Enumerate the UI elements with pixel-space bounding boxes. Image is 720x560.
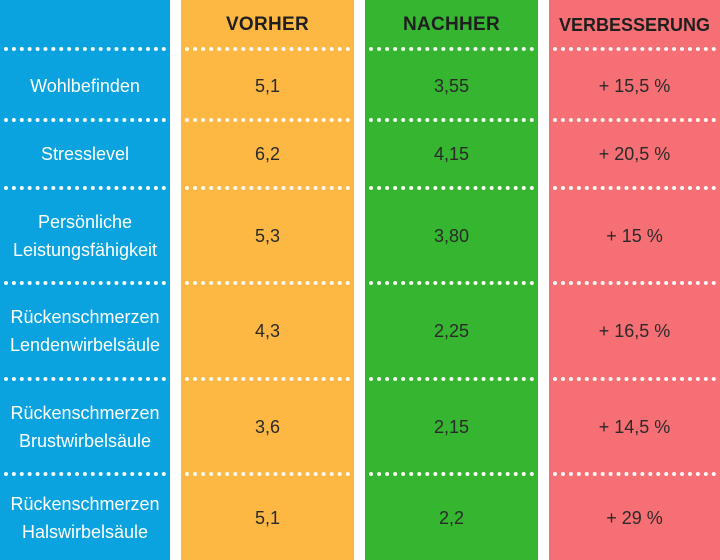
verbesserung-cell: + 15 % bbox=[549, 190, 720, 281]
nachher-cell: 2,25 bbox=[365, 285, 538, 377]
verbesserung-row-divider bbox=[553, 472, 716, 476]
verbesserung-cell: + 29 % bbox=[549, 476, 720, 560]
verbesserung-row-divider bbox=[553, 377, 716, 381]
nachher-cell-text: 2,15 bbox=[433, 416, 470, 437]
verbesserung-column-header: VERBESSERUNG bbox=[558, 14, 711, 35]
verbesserung-row-divider bbox=[553, 186, 716, 190]
nachher-cell: 2,2 bbox=[365, 476, 538, 560]
nachher-cell-text: 3,55 bbox=[433, 76, 470, 96]
vorher-cell-text: 5,3 bbox=[254, 225, 281, 246]
label-cell: Rückenschmerzen Halswirbelsäule bbox=[0, 476, 170, 560]
label-cell-text: Rückenschmerzen Brustwirbelsäule bbox=[10, 402, 160, 451]
nachher-row-divider bbox=[369, 281, 534, 285]
verbesserung-cell: + 15,5 % bbox=[549, 54, 720, 118]
vorher-cell-text: 5,1 bbox=[254, 508, 281, 528]
nachher-cell-text: 4,15 bbox=[433, 144, 470, 164]
vorher-cell: 4,3 bbox=[181, 285, 354, 377]
nachher-cell: 2,15 bbox=[365, 381, 538, 472]
vorher-row-divider bbox=[185, 281, 350, 285]
vorher-cell: 5,1 bbox=[181, 476, 354, 560]
label-column: Wohlbefinden Stresslevel Persönliche Leist… bbox=[0, 0, 170, 560]
verbesserung-cell-text: + 20,5 % bbox=[598, 144, 671, 164]
vorher-cell-text: 3,6 bbox=[254, 416, 281, 437]
verbesserung-cell-text: + 29 % bbox=[606, 508, 663, 528]
vorher-cell: 5,3 bbox=[181, 190, 354, 281]
label-cell-text: Stresslevel bbox=[40, 144, 130, 164]
label-cell: Persönliche Leistungsfähigkeit bbox=[0, 190, 170, 281]
nachher-column-header: NACHHER bbox=[402, 14, 501, 35]
nachher-cell-text: 2,2 bbox=[438, 508, 465, 528]
verbesserung-cell-text: + 14,5 % bbox=[598, 416, 671, 437]
vorher-row-divider bbox=[185, 47, 350, 51]
vorher-column: VORHER 5,1 6,2 5,3 4,3 3,6 5,1 bbox=[181, 0, 354, 560]
vorher-cell-text: 6,2 bbox=[254, 144, 281, 164]
vorher-row-divider bbox=[185, 472, 350, 476]
label-row-divider bbox=[4, 118, 166, 122]
label-row-divider bbox=[4, 281, 166, 285]
label-row-divider bbox=[4, 472, 166, 476]
label-cell-text: Rückenschmerzen Lendenwirbelsäule bbox=[9, 307, 161, 355]
label-cell: Wohlbefinden bbox=[0, 54, 170, 118]
label-row-divider bbox=[4, 47, 166, 51]
verbesserung-cell-text: + 16,5 % bbox=[598, 321, 671, 341]
vorher-cell-text: 4,3 bbox=[254, 321, 281, 341]
label-cell: Rückenschmerzen Lendenwirbelsäule bbox=[0, 285, 170, 377]
vorher-cell: 3,6 bbox=[181, 381, 354, 472]
verbesserung-cell: + 16,5 % bbox=[549, 285, 720, 377]
label-cell-text: Persönliche Leistungsfähigkeit bbox=[12, 211, 158, 260]
label-cell: Stresslevel bbox=[0, 122, 170, 186]
nachher-column: NACHHER 3,55 4,15 3,80 2,25 2,15 2,2 bbox=[365, 0, 538, 560]
nachher-cell: 3,55 bbox=[365, 54, 538, 118]
verbesserung-cell-text: + 15,5 % bbox=[598, 76, 671, 96]
verbesserung-row-divider bbox=[553, 118, 716, 122]
nachher-cell-text: 2,25 bbox=[433, 321, 470, 341]
nachher-cell: 3,80 bbox=[365, 190, 538, 281]
vorher-cell: 5,1 bbox=[181, 54, 354, 118]
verbesserung-cell: + 20,5 % bbox=[549, 122, 720, 186]
label-column-header bbox=[0, 0, 170, 50]
verbesserung-cell: + 14,5 % bbox=[549, 381, 720, 472]
nachher-row-divider bbox=[369, 377, 534, 381]
nachher-cell-text: 3,80 bbox=[433, 225, 470, 246]
nachher-row-divider bbox=[369, 472, 534, 476]
label-cell: Rückenschmerzen Brustwirbelsäule bbox=[0, 381, 170, 472]
nachher-row-divider bbox=[369, 118, 534, 122]
label-row-divider bbox=[4, 186, 166, 190]
vorher-row-divider bbox=[185, 186, 350, 190]
vorher-cell: 6,2 bbox=[181, 122, 354, 186]
verbesserung-row-divider bbox=[553, 47, 716, 51]
vorher-cell-text: 5,1 bbox=[254, 76, 281, 96]
vorher-column-header: VORHER bbox=[225, 14, 310, 35]
nachher-row-divider bbox=[369, 186, 534, 190]
verbesserung-row-divider bbox=[553, 281, 716, 285]
nachher-row-divider bbox=[369, 47, 534, 51]
vorher-row-divider bbox=[185, 118, 350, 122]
verbesserung-column: VERBESSERUNG + 15,5 % + 20,5 % + 15 % + 16,… bbox=[549, 0, 720, 560]
label-row-divider bbox=[4, 377, 166, 381]
label-cell-text: Rückenschmerzen Halswirbelsäule bbox=[10, 494, 160, 542]
vorher-row-divider bbox=[185, 377, 350, 381]
nachher-cell: 4,15 bbox=[365, 122, 538, 186]
label-cell-text: Wohlbefinden bbox=[30, 76, 140, 96]
verbesserung-cell-text: + 15 % bbox=[606, 225, 663, 246]
